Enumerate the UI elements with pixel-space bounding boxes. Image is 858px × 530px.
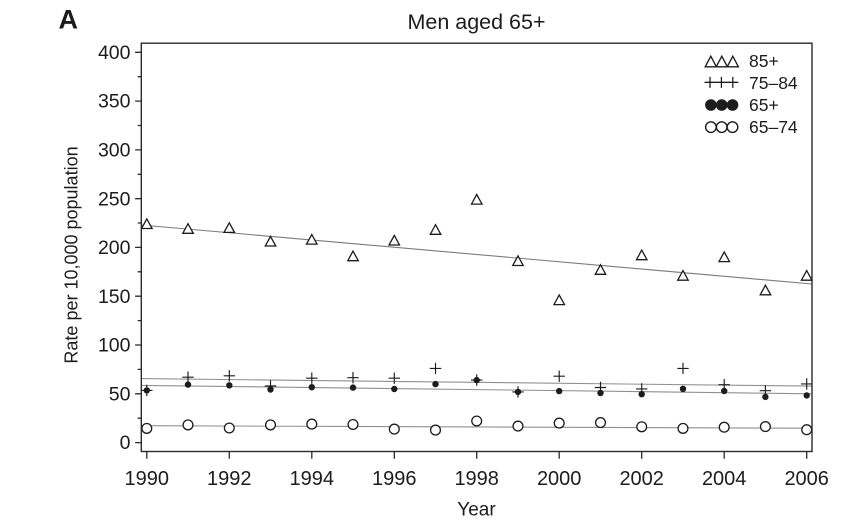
svg-text:2002: 2002 bbox=[619, 468, 664, 490]
svg-text:0: 0 bbox=[120, 432, 131, 454]
svg-text:300: 300 bbox=[98, 140, 131, 162]
svg-text:Rate per 10,000 population: Rate per 10,000 population bbox=[62, 146, 82, 363]
svg-text:150: 150 bbox=[98, 286, 131, 308]
svg-text:Men aged 65+: Men aged 65+ bbox=[407, 10, 545, 34]
svg-text:50: 50 bbox=[109, 383, 131, 405]
svg-text:65+: 65+ bbox=[749, 95, 779, 115]
svg-text:1990: 1990 bbox=[125, 468, 170, 490]
svg-text:A: A bbox=[59, 5, 79, 35]
svg-text:200: 200 bbox=[98, 237, 131, 259]
svg-text:1998: 1998 bbox=[454, 468, 499, 490]
svg-text:2004: 2004 bbox=[702, 468, 747, 490]
svg-text:1996: 1996 bbox=[372, 468, 417, 490]
svg-text:85+: 85+ bbox=[749, 51, 779, 71]
svg-text:1994: 1994 bbox=[290, 468, 335, 490]
svg-text:75–84: 75–84 bbox=[749, 73, 798, 93]
svg-text:1992: 1992 bbox=[207, 468, 252, 490]
svg-text:350: 350 bbox=[98, 91, 131, 113]
svg-text:100: 100 bbox=[98, 335, 131, 357]
svg-text:400: 400 bbox=[98, 42, 131, 64]
svg-text:250: 250 bbox=[98, 188, 131, 210]
svg-text:2000: 2000 bbox=[537, 468, 582, 490]
svg-text:Year: Year bbox=[457, 500, 496, 521]
svg-text:2006: 2006 bbox=[784, 468, 829, 490]
svg-text:65–74: 65–74 bbox=[749, 117, 798, 137]
